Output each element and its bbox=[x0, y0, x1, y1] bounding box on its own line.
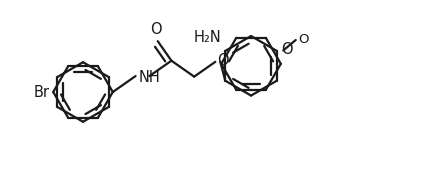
Text: O: O bbox=[281, 42, 292, 57]
Text: H₂N: H₂N bbox=[194, 30, 221, 45]
Text: O: O bbox=[299, 33, 309, 46]
Text: O: O bbox=[150, 22, 162, 37]
Text: O: O bbox=[217, 53, 229, 68]
Text: Br: Br bbox=[33, 85, 49, 100]
Text: NH: NH bbox=[139, 70, 160, 85]
